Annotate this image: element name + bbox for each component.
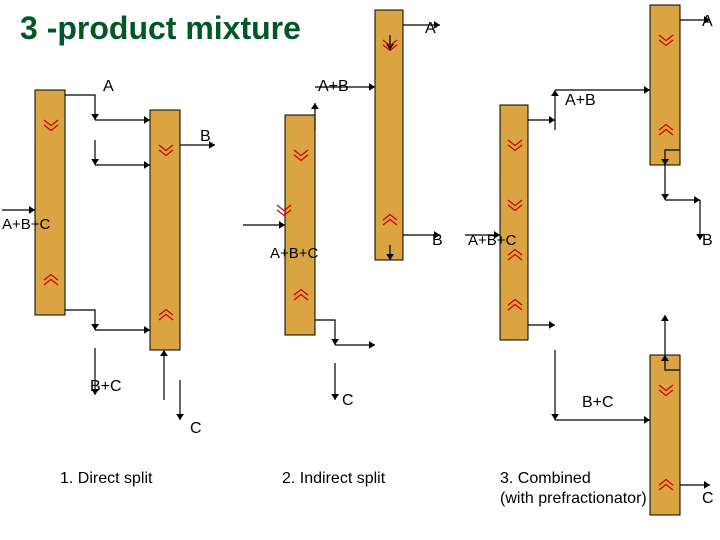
scheme-caption: 3. Combined <box>500 470 591 488</box>
stream-label: B <box>432 232 443 250</box>
distillation-column <box>285 115 315 335</box>
distillation-column <box>375 10 403 260</box>
stream-label: B+C <box>582 394 614 412</box>
stream-label: A+B <box>318 78 349 96</box>
stream-label: A <box>425 20 436 38</box>
stream-label: B <box>702 232 713 250</box>
scheme-caption: (with prefractionator) <box>500 490 647 508</box>
stream-arrow <box>315 320 335 345</box>
stream-label: C <box>190 420 202 438</box>
stream-label: C <box>342 392 354 410</box>
distillation-column <box>150 110 180 350</box>
stream-arrow <box>65 310 95 330</box>
stream-label: B <box>200 128 211 146</box>
distillation-column <box>650 5 680 165</box>
stream-label: A+B+C <box>2 216 50 233</box>
stream-label: C <box>702 490 714 508</box>
stream-label: B+C <box>90 378 122 396</box>
stream-label: A+B+C <box>468 232 516 249</box>
distillation-column <box>35 90 65 315</box>
stream-arrow <box>65 95 95 120</box>
stream-label: A+B <box>565 92 596 110</box>
stream-label: A <box>702 13 713 31</box>
scheme-caption: 2. Indirect split <box>282 470 385 488</box>
scheme-caption: 1. Direct split <box>60 470 152 488</box>
distillation-column <box>650 355 680 515</box>
stream-label: A <box>103 78 114 96</box>
stream-label: A+B+C <box>270 245 318 262</box>
